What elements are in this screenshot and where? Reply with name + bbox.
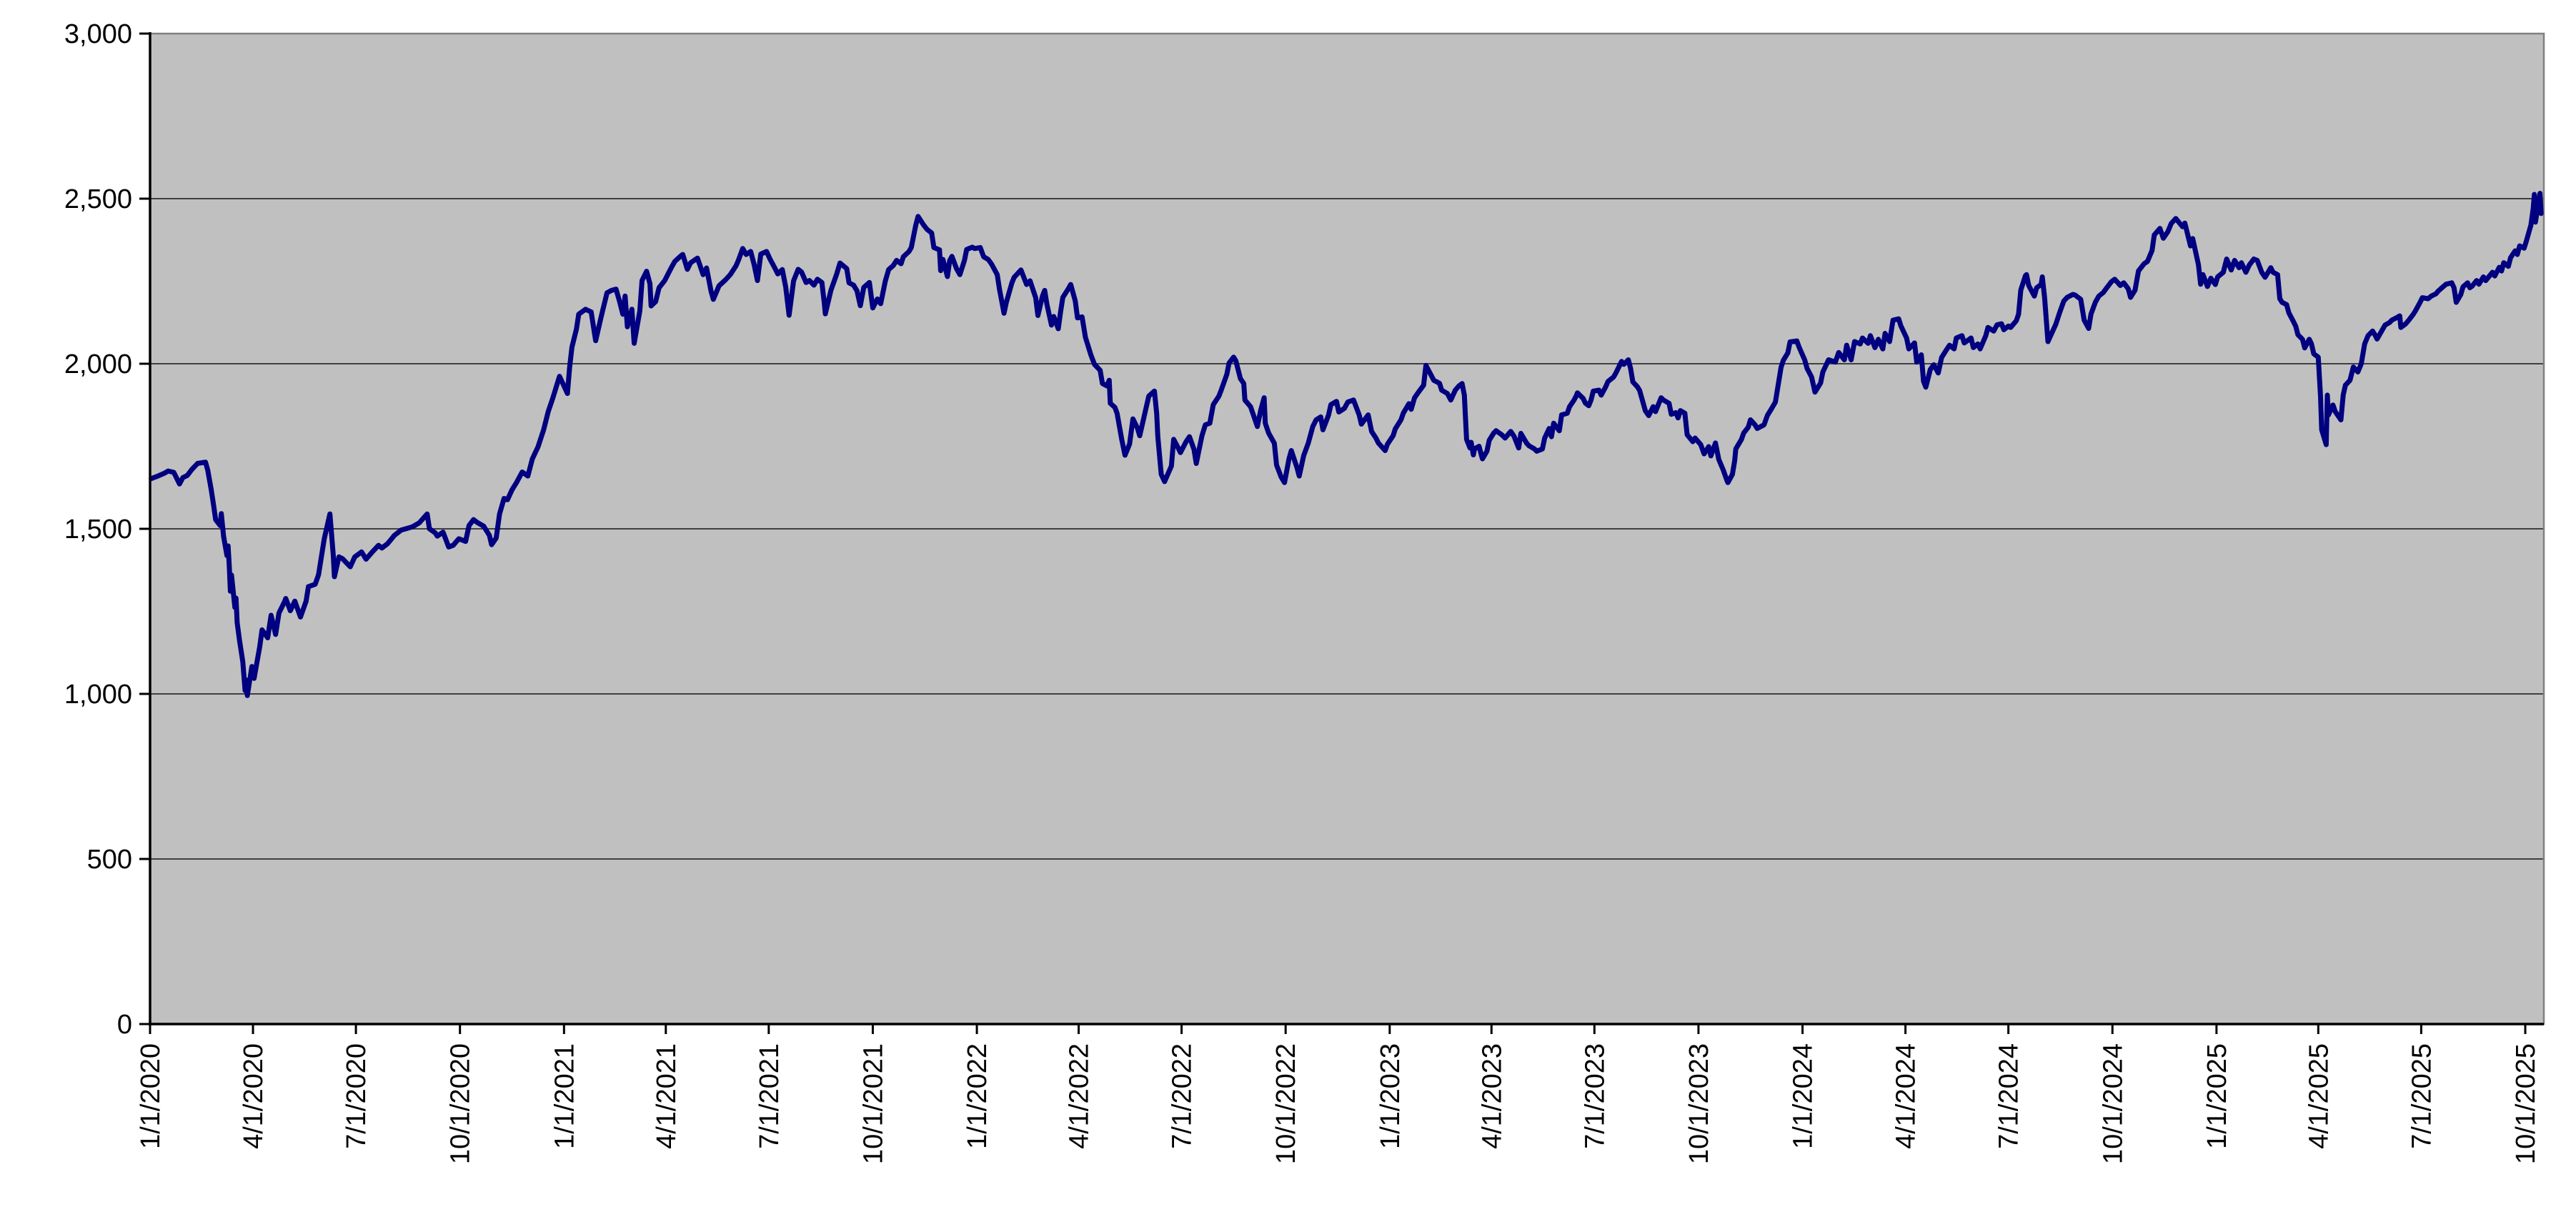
x-tick-label: 7/1/2025 [2407,1043,2437,1149]
x-tick-label: 1/1/2020 [136,1043,166,1149]
x-tick-label: 10/1/2023 [1684,1043,1714,1164]
series-line [149,191,2544,698]
x-tick-label: 10/1/2025 [2511,1043,2541,1164]
y-tick-label: 1,500 [64,515,132,545]
x-tick-label: 10/1/2024 [2098,1043,2128,1164]
x-tick-label: 4/1/2022 [1065,1043,1095,1149]
y-tick-label: 2,500 [64,184,132,214]
x-tick-label: 1/1/2021 [549,1043,580,1149]
y-tick-label: 0 [117,1010,132,1040]
x-tick-label: 4/1/2024 [1891,1043,1921,1149]
x-tick-label: 4/1/2020 [239,1043,269,1149]
y-tick-label: 3,000 [64,19,132,49]
x-tick-label: 7/1/2024 [1994,1043,2024,1149]
y-tick-label: 500 [87,845,132,875]
x-tick-label: 7/1/2023 [1580,1043,1610,1149]
x-tick-label: 7/1/2022 [1168,1043,1198,1149]
x-tick-label: 1/1/2025 [2202,1043,2232,1149]
x-tick-label: 10/1/2021 [858,1043,888,1164]
x-tick-label: 4/1/2021 [652,1043,682,1149]
x-tick-label: 1/1/2023 [1376,1043,1406,1149]
x-tick-label: 1/1/2022 [963,1043,993,1149]
y-tick-label: 2,000 [64,349,132,379]
y-tick-label: 1,000 [64,680,132,710]
x-tick-label: 4/1/2023 [1477,1043,1507,1149]
x-tick-label: 7/1/2020 [342,1043,372,1149]
x-tick-label: 1/1/2024 [1789,1043,1819,1149]
x-tick-label: 7/1/2021 [755,1043,785,1149]
x-tick-label: 10/1/2020 [446,1043,476,1164]
x-tick-label: 10/1/2022 [1271,1043,1301,1164]
x-tick-label: 4/1/2025 [2304,1043,2334,1149]
